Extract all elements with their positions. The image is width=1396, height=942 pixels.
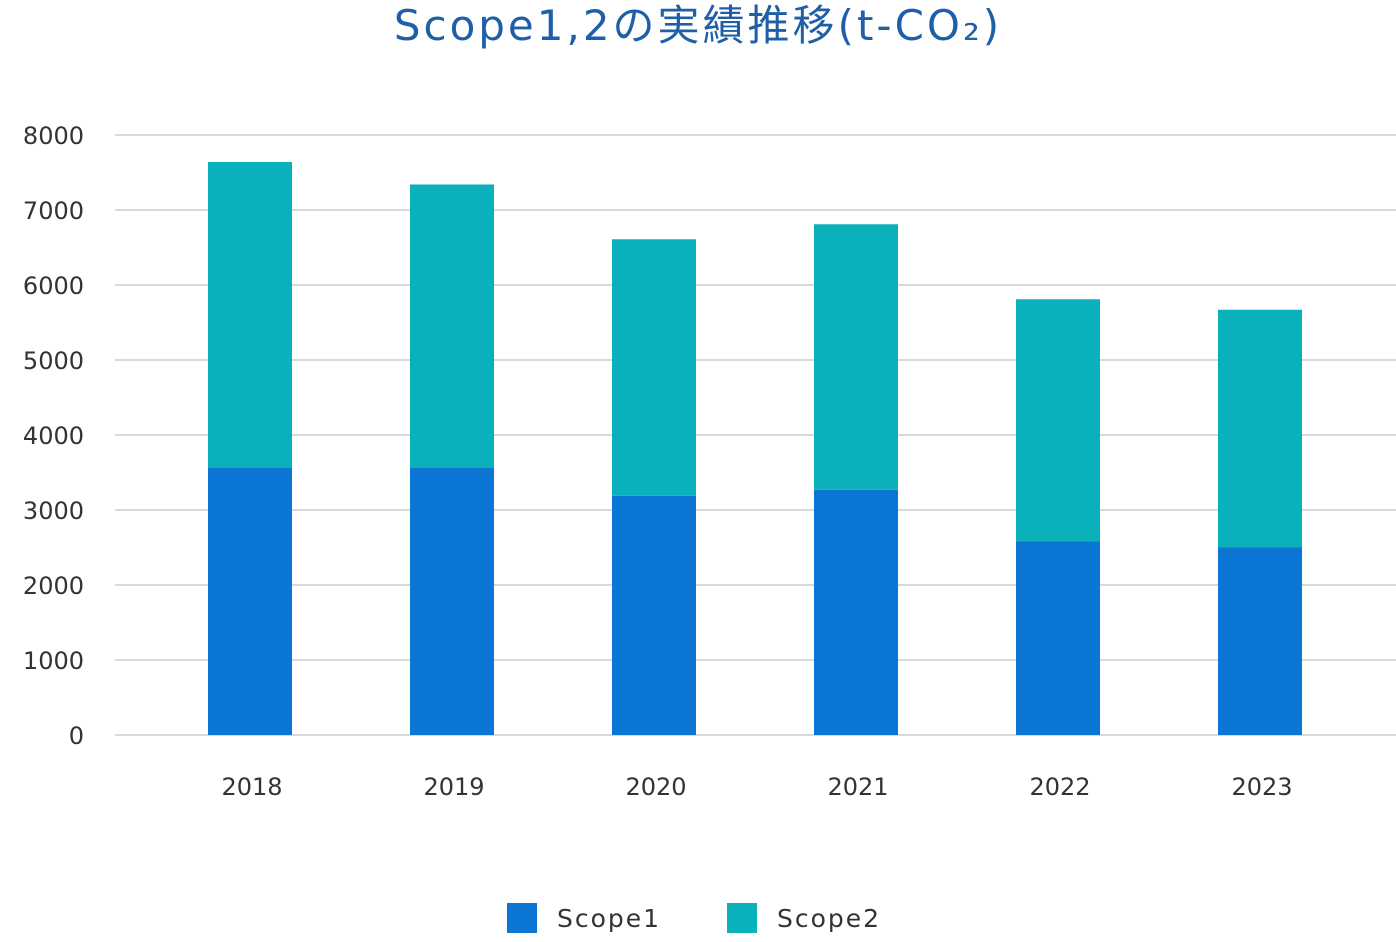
- legend-swatch-scope2: [727, 903, 757, 933]
- y-tick-label: 1000: [23, 647, 84, 675]
- bar-scope2-2021: [814, 224, 898, 490]
- bar-scope1-2021: [814, 489, 898, 735]
- legend-label-scope2: Scope2: [777, 904, 881, 933]
- y-tick-label: 4000: [23, 422, 84, 450]
- x-tick-label: 2021: [827, 773, 888, 801]
- x-tick-label: 2019: [423, 773, 484, 801]
- x-tick-label: 2018: [221, 773, 282, 801]
- y-tick-label: 7000: [23, 197, 84, 225]
- bar-scope1-2022: [1016, 541, 1100, 735]
- legend-label-scope1: Scope1: [557, 904, 661, 933]
- gridlines: [115, 134, 1396, 736]
- y-tick-label: 0: [69, 722, 84, 750]
- bar-scope2-2022: [1016, 299, 1100, 542]
- y-tick-label: 8000: [23, 122, 84, 150]
- x-tick-label: 2020: [625, 773, 686, 801]
- x-tick-label: 2022: [1029, 773, 1090, 801]
- bar-scope2-2023: [1218, 309, 1302, 548]
- bar-scope1-2020: [612, 495, 696, 735]
- bar-scope1-2019: [410, 468, 494, 735]
- y-tick-label: 2000: [23, 572, 84, 600]
- y-tick-label: 6000: [23, 272, 84, 300]
- bars: [208, 162, 1302, 735]
- bar-scope2-2019: [410, 184, 494, 468]
- y-tick-label: 5000: [23, 347, 84, 375]
- bar-scope2-2018: [208, 162, 292, 468]
- chart-title: Scope1,2の実績推移(t-CO₂): [393, 1, 1003, 50]
- x-axis-ticks: 2018 2019 2020 2021 2022 2023: [221, 773, 1292, 801]
- bar-scope1-2023: [1218, 547, 1302, 735]
- legend-swatch-scope1: [507, 903, 537, 933]
- legend: Scope1 Scope2: [507, 903, 881, 933]
- bar-scope1-2018: [208, 468, 292, 735]
- y-axis-ticks: 0 1000 2000 3000 4000 5000 6000 7000 8000: [23, 122, 84, 750]
- x-tick-label: 2023: [1231, 773, 1292, 801]
- bar-scope2-2020: [612, 239, 696, 496]
- y-tick-label: 3000: [23, 497, 84, 525]
